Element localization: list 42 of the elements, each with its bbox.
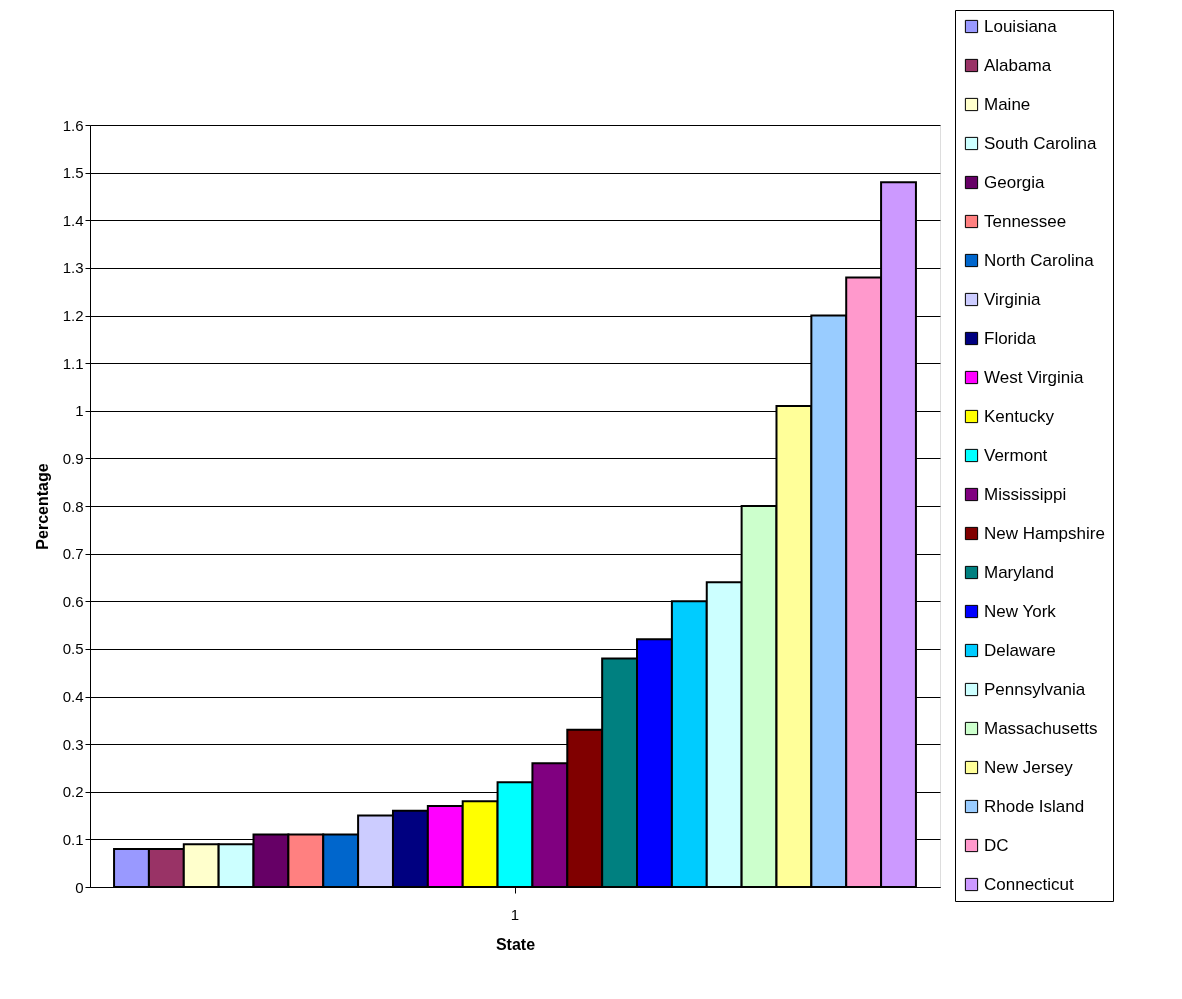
legend-label: Massachusetts: [984, 718, 1098, 738]
legend-label: Connecticut: [984, 874, 1075, 894]
y-tick-label: 0.2: [62, 783, 84, 801]
y-tick-label: 0.7: [62, 545, 84, 563]
legend-label: Tennessee: [984, 211, 1067, 231]
legend-label: Vermont: [984, 445, 1048, 465]
legend-label: Georgia: [984, 172, 1046, 192]
legend-label: Kentucky: [984, 406, 1055, 426]
legend-label: New Jersey: [984, 757, 1074, 777]
y-tick-label: 1.4: [62, 211, 84, 229]
y-tick-label: 0.4: [62, 688, 84, 705]
y-tick-label: 1.1: [62, 354, 84, 372]
legend-label: New York: [984, 601, 1057, 621]
x-axis-title: State: [495, 935, 536, 953]
y-tick-label: 1.3: [62, 259, 84, 277]
y-tick-label: 0.8: [62, 497, 84, 515]
legend-label: North Carolina: [984, 250, 1095, 270]
y-tick-label: 0.3: [62, 735, 84, 753]
legend-label: Maryland: [984, 562, 1054, 582]
y-tick-label: 1: [75, 402, 84, 420]
y-tick-label: 0: [75, 878, 84, 896]
y-tick-label: 1.2: [62, 307, 84, 324]
legend-label: Louisiana: [984, 16, 1058, 36]
y-tick-label: 1.6: [62, 116, 84, 134]
legend-label: Virginia: [984, 289, 1041, 309]
legend-label: New Hampshire: [984, 523, 1105, 543]
legend-label: Mississippi: [984, 484, 1067, 504]
legend-label: Maine: [984, 94, 1031, 114]
legend-label: Florida: [984, 328, 1037, 348]
y-tick-label: 1.5: [62, 164, 84, 182]
legend-label: Pennsylvania: [984, 679, 1086, 699]
y-tick-label: 0.5: [62, 640, 84, 658]
y-tick-label: 0.6: [62, 592, 84, 610]
legend-label: DC: [984, 835, 1009, 855]
y-tick-label: 0.1: [62, 830, 84, 848]
legend-label: Rhode Island: [984, 796, 1085, 816]
legend-label: Delaware: [984, 640, 1056, 660]
y-axis-title: Percentage: [33, 463, 51, 550]
legend-label: Alabama: [984, 55, 1052, 75]
legend-label: South Carolina: [984, 133, 1097, 153]
y-tick-label: 0.9: [62, 449, 84, 467]
legend-label: West Virginia: [984, 367, 1085, 387]
